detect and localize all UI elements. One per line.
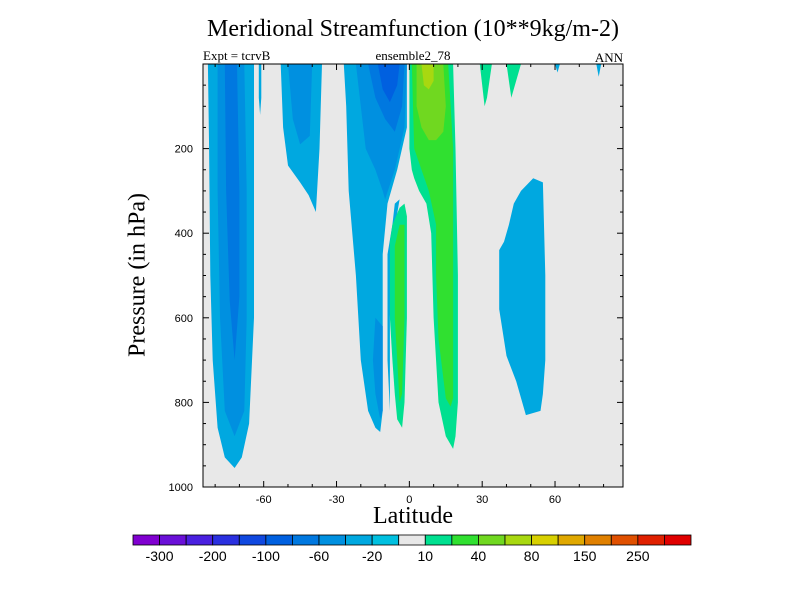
colorbar-label: -20 [362,548,382,564]
contour-nh-lower-branch-inner [394,224,405,403]
colorbar-box [371,534,400,546]
colorbar-label: -200 [199,548,227,564]
y-tick-label: 800 [175,397,193,409]
x-axis-label: Latitude [373,503,453,529]
x-tick-label: -60 [256,494,272,506]
colorbar-box [557,534,586,546]
contour-nh-thin-strand-2 [506,64,521,98]
contour-nh-mid-cell [499,178,546,416]
contour-nh-thin-strand-1 [479,64,492,107]
y-tick-label: 200 [175,144,193,156]
colorbar-label: 250 [626,548,650,564]
colorbar-box [478,534,506,546]
contour-hadley-south-core [377,64,400,103]
contour-sh-deep-cell-core [224,64,240,361]
colorbar-box [424,534,453,546]
colorbar-box [664,534,692,546]
colorbar-label: 10 [417,548,433,564]
x-tick-label: 0 [406,494,412,506]
x-tick-label: 30 [476,494,488,506]
colorbar-box [238,534,267,546]
contour-sh-small-patch [372,317,383,420]
season-label: ANN [594,50,623,65]
x-tick-label: -30 [329,494,345,506]
contour-sh-mid-cell-inner [288,64,313,145]
colorbar-box [398,534,426,546]
experiment-label: Expt = tcrvB [203,48,271,63]
colorbar-label: -300 [146,548,174,564]
colorbar-box [531,534,559,546]
chart-title: Meridional Streamfunction (10**9kg/m-2) [207,16,619,42]
colorbar-box [159,534,187,546]
colorbar-box [265,534,293,546]
ensemble-label: ensemble2_78 [375,48,451,63]
contour-nh-tip-1 [555,64,560,73]
colorbar-box [504,534,532,546]
contour-nh-tip-2 [596,64,602,77]
colorbar-box [212,534,240,546]
colorbar-label: 80 [524,548,540,564]
y-tick-label: 600 [175,313,193,325]
colorbar-label: 150 [573,548,597,564]
colorbar-label: 40 [471,548,487,564]
colorbar-label: -100 [252,548,280,564]
contour-regions [207,64,602,468]
contour-sh-thin-strand [258,64,262,115]
x-tick-label: 60 [549,494,561,506]
colorbar-box [345,534,373,546]
colorbar-box [637,534,665,546]
contour-hadley-north-mid [411,64,454,407]
colorbar-box [451,534,479,546]
axis-ticks: -60 -30 0 30 60 200 400 600 800 1000 [169,64,623,506]
colorbar: -300 -200 -100 -60 -20 10 40 80 150 250 [132,534,692,564]
colorbar-box [185,534,214,546]
colorbar-box [292,534,320,546]
contour-hadley-north-core [421,64,434,90]
colorbar-box [132,534,160,546]
y-tick-label: 400 [175,228,193,240]
colorbar-box [318,534,346,546]
y-tick-label: 1000 [169,482,193,494]
colorbar-label: -60 [309,548,329,564]
colorbar-box [610,534,639,546]
colorbar-box [584,534,612,546]
